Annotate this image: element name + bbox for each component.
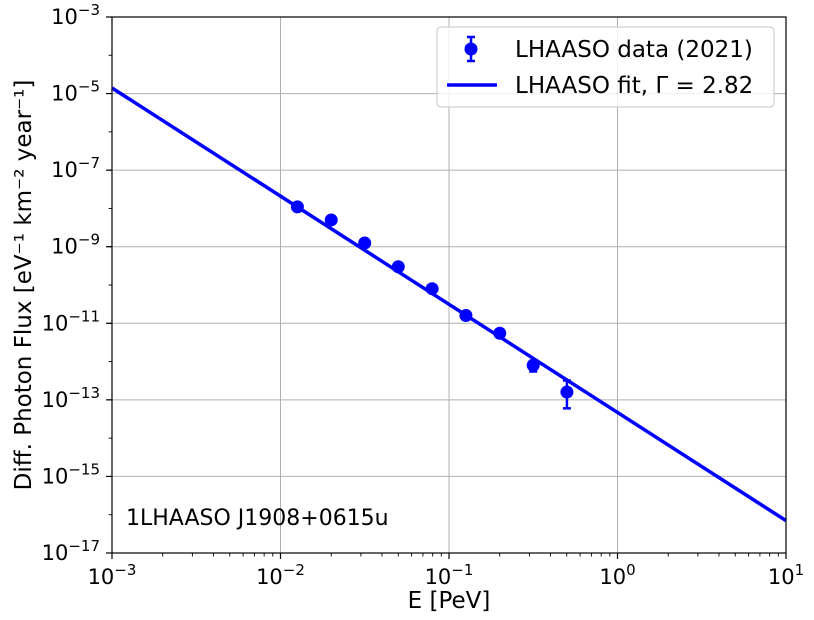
y-tick-label: 10−9 xyxy=(51,231,100,259)
x-axis-label: E [PeV] xyxy=(408,588,491,614)
legend-data-marker xyxy=(464,35,478,63)
data-point xyxy=(425,282,439,296)
y-tick-label: 10−15 xyxy=(42,460,100,488)
data-point xyxy=(560,385,574,399)
x-tick-label: 10−3 xyxy=(88,561,137,589)
fit-line xyxy=(111,86,787,523)
x-tick-label: 10−2 xyxy=(256,561,305,589)
x-tick-label: 10−1 xyxy=(425,561,474,589)
legend-fit-gamma: 2.82 xyxy=(702,73,753,99)
fit-line-layer xyxy=(111,86,787,523)
data-point xyxy=(391,260,405,274)
y-tick-label: 10−13 xyxy=(42,384,100,412)
y-tick-label: 10−3 xyxy=(51,1,100,29)
legend-fit-prefix: LHAASO fit, Γ = xyxy=(515,73,702,99)
data-point xyxy=(526,358,540,372)
legend-fit-label: LHAASO fit, Γ = 2.82 xyxy=(515,73,753,99)
data-point xyxy=(493,326,507,340)
legend: LHAASO data (2021) LHAASO fit, Γ = 2.82 xyxy=(436,26,775,108)
data-point xyxy=(324,213,338,227)
y-tick-label: 10−7 xyxy=(51,154,100,182)
source-annotation: 1LHAASO J1908+0615u xyxy=(126,506,389,531)
legend-data-label: LHAASO data (2021) xyxy=(515,37,753,63)
x-tick-label: 100 xyxy=(599,561,635,589)
data-point xyxy=(358,236,372,250)
y-tick-label: 10−5 xyxy=(51,78,100,106)
data-point xyxy=(459,308,473,322)
y-tick-label: 10−17 xyxy=(42,537,100,565)
axis-ticks: 10−3 10−2 10−1 100 101 10−17 10−15 10−13 10−11 10… xyxy=(42,1,805,589)
legend-data-dot xyxy=(464,42,478,56)
data-point xyxy=(290,200,304,214)
legend-box xyxy=(436,26,775,108)
y-axis-label: Diff. Photon Flux [eV⁻¹ km⁻² year⁻¹] xyxy=(11,80,37,491)
y-tick-label: 10−11 xyxy=(42,307,100,335)
data-points-layer xyxy=(290,200,574,410)
x-tick-label: 101 xyxy=(768,561,804,589)
